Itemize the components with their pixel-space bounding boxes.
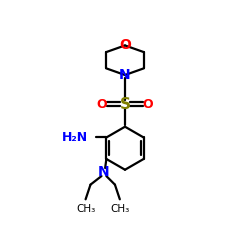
Text: H₂N: H₂N: [62, 131, 88, 144]
Text: O: O: [97, 98, 107, 111]
Text: N: N: [98, 166, 110, 179]
Text: O: O: [119, 38, 131, 52]
Text: S: S: [120, 97, 130, 112]
Text: N: N: [119, 68, 131, 82]
Text: O: O: [143, 98, 153, 111]
Text: CH₃: CH₃: [76, 204, 95, 214]
Text: CH₃: CH₃: [110, 204, 130, 214]
